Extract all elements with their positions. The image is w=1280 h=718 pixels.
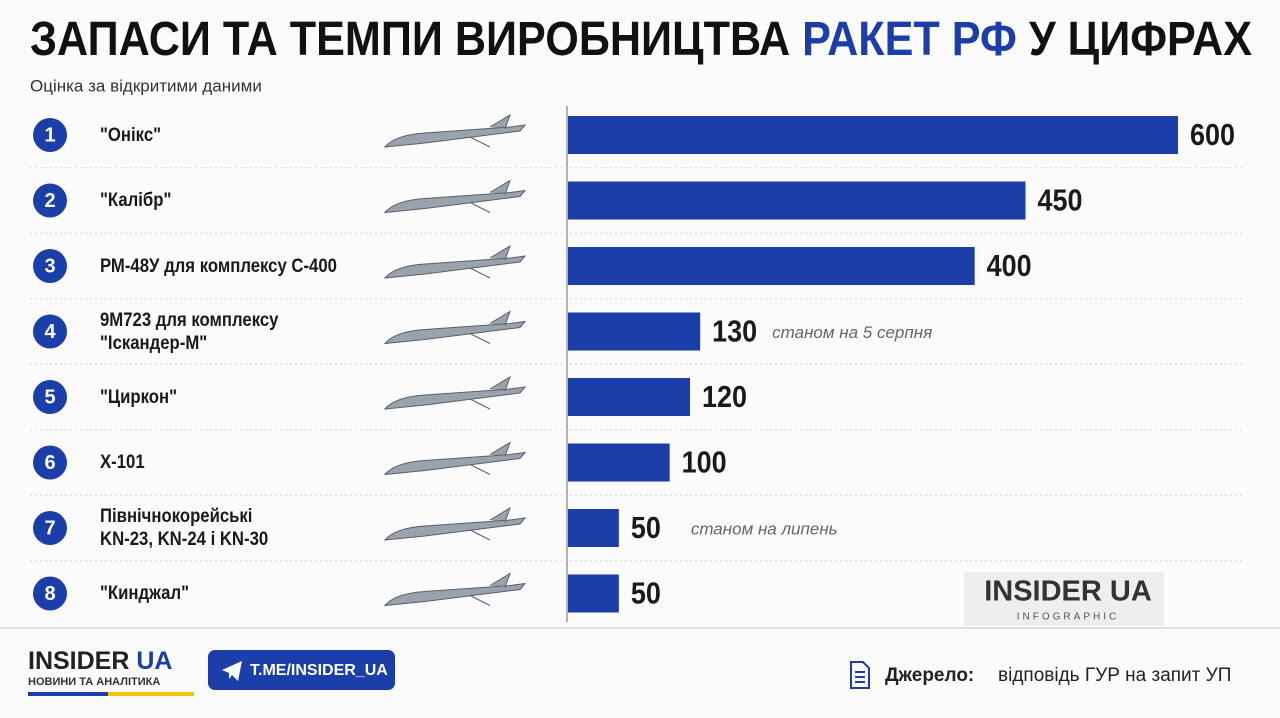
annotation: станом на 5 серпня: [772, 323, 932, 342]
value-label: 130: [712, 314, 757, 349]
rank-badge: [33, 576, 67, 611]
category-label: Х-101: [100, 452, 145, 473]
rank: 6: [44, 452, 55, 474]
chart-title: ЗАПАСИ ТА ТЕМПИ ВИРОБНИЦТВА РАКЕТ РФ У Ц…: [30, 13, 1252, 66]
tagline: НОВИНИ ТА АНАЛІТИКА: [28, 676, 160, 688]
title-part: ЗАПАСИ ТА ТЕМПИ ВИРОБНИЦТВА: [30, 13, 790, 66]
category-label: 9М723 для комплексу "Іскандер-М": [100, 309, 279, 354]
title-part: У ЦИФРАХ: [1029, 13, 1252, 66]
source-label: Джерело:: [885, 665, 974, 686]
logo: INSIDER UA: [28, 647, 172, 675]
rank-badge: [33, 249, 67, 283]
value-label: 400: [987, 248, 1032, 283]
value-label: 100: [682, 445, 727, 480]
missile-icon: [383, 572, 527, 607]
value-label: 600: [1190, 117, 1235, 152]
watermark-tag: INFOGRAPHIC: [1017, 612, 1119, 623]
rank: 3: [44, 255, 55, 277]
missile-icon: [383, 375, 527, 410]
bar: [568, 378, 690, 416]
watermark-bg: [964, 572, 1164, 626]
missile-icon: [383, 113, 527, 148]
logo-name: INSIDER: [28, 647, 129, 675]
missile-icon: [383, 179, 527, 214]
missile-icon: [383, 441, 527, 476]
category-label: "Кинджал": [100, 583, 190, 604]
category-label: "Онікс": [100, 124, 162, 146]
bar: [568, 116, 1178, 154]
missile-icon: [383, 310, 527, 345]
rank-badge: [33, 314, 67, 349]
rank-badge: [33, 380, 67, 414]
rank-badge: [33, 445, 67, 480]
bar: [568, 443, 670, 482]
value-label: 120: [702, 379, 747, 414]
rank: 8: [44, 583, 55, 605]
bar: [568, 509, 619, 547]
bar: [568, 312, 701, 351]
rank: 2: [44, 190, 55, 212]
source-icon: [850, 661, 870, 689]
rank-badge: [33, 183, 67, 218]
value-label: 50: [631, 576, 661, 611]
bar: [568, 574, 619, 613]
source: відповідь ГУР на запит УП: [998, 665, 1231, 686]
category-label: Північнокорейські KN-23, KN-24 і KN-30: [100, 506, 269, 550]
telegram-icon: [222, 661, 242, 681]
category-label: РМ-48У для комплексу С-400: [100, 255, 337, 277]
value-label: 450: [1038, 183, 1083, 218]
rank-badge: [33, 511, 67, 545]
telegram-button[interactable]: [208, 650, 395, 690]
category-label: "Калібр": [100, 190, 172, 211]
value-label: 50: [631, 510, 661, 545]
missile-icon: [383, 506, 527, 541]
footer: INSIDER UA НОВИНИ ТА АНАЛІТИКА T.ME/INSI…: [28, 647, 1231, 696]
annotation: станом на липень: [691, 519, 838, 538]
rank: 7: [44, 517, 55, 539]
rank-badge: [33, 118, 67, 152]
rank: 1: [44, 124, 55, 146]
logo-accent: UA: [136, 647, 172, 675]
title-part: РАКЕТ РФ: [802, 13, 1017, 66]
watermark: INSIDER UA INFOGRAPHIC: [964, 572, 1164, 626]
subtitle: Оцінка за відкритими даними: [30, 76, 262, 95]
flag-blue: [28, 692, 108, 696]
rank: 5: [44, 386, 55, 408]
flag-yellow: [108, 692, 194, 696]
watermark-name: INSIDER UA: [984, 576, 1152, 608]
telegram-link[interactable]: T.ME/INSIDER_UA: [250, 662, 388, 679]
bar: [568, 247, 975, 285]
rank: 4: [44, 321, 56, 343]
category-label: "Циркон": [100, 386, 178, 408]
missile-icon: [383, 244, 527, 279]
bar: [568, 181, 1026, 220]
